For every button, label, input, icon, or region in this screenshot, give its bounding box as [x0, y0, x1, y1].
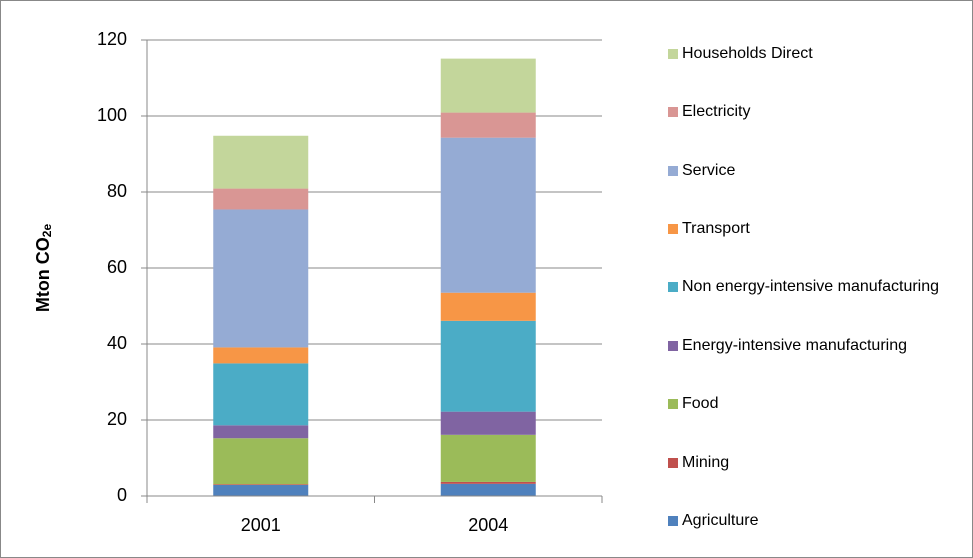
bar-segment — [440, 137, 536, 293]
legend-label: Mining — [682, 453, 730, 471]
legend-swatch — [668, 165, 678, 176]
legend-label: Transport — [682, 220, 750, 237]
legend-label: Electricity — [682, 103, 751, 121]
legend-swatch — [668, 457, 678, 468]
y-tick-label: 120 — [97, 29, 127, 49]
bar-segment — [440, 320, 536, 412]
y-tick-label: 80 — [107, 181, 127, 201]
y-tick-label: 100 — [97, 105, 127, 125]
bar-segment — [213, 484, 309, 496]
bar-segment — [213, 438, 309, 485]
y-axis-label-main: Mton CO — [33, 237, 53, 312]
y-tick-label: 40 — [107, 333, 127, 353]
legend-swatch — [668, 282, 678, 293]
legend-swatch — [668, 399, 678, 410]
bar-segment — [440, 112, 536, 138]
legend-swatch — [668, 48, 678, 59]
legend-label: Non energy-intensive manufacturing — [682, 278, 940, 296]
legend-label: Energy-intensive manufacturing — [682, 336, 908, 354]
bar-segment — [213, 484, 309, 485]
bar-segment — [213, 209, 309, 348]
bar-segment — [440, 481, 536, 484]
legend-swatch — [668, 224, 678, 234]
legend-label: Food — [682, 395, 719, 413]
y-axis-label-sub: 2e — [40, 224, 54, 238]
y-tick-label: 0 — [117, 485, 127, 505]
bar-segment — [440, 292, 536, 321]
y-tick-label: 20 — [107, 409, 127, 429]
bar-segment — [213, 425, 309, 439]
bar-segment — [213, 347, 309, 364]
bar-segment — [440, 483, 536, 496]
bar-segment — [213, 188, 309, 210]
x-tick-label: 2001 — [241, 515, 281, 535]
y-axis-label: Mton CO2e — [33, 224, 54, 313]
legend-swatch — [668, 340, 678, 351]
bar-segment — [440, 58, 536, 113]
legend-label: Service — [682, 161, 736, 179]
bar-segment — [440, 411, 536, 435]
legend-swatch — [668, 516, 678, 526]
y-tick-label: 60 — [107, 257, 127, 277]
bar-segment — [213, 135, 309, 189]
bar-segment — [440, 434, 536, 482]
bar-segment — [213, 363, 309, 426]
legend-label: Households Direct — [682, 44, 813, 62]
legend-swatch — [668, 107, 678, 118]
x-tick-label: 2004 — [468, 515, 508, 535]
legend-label: Agriculture — [682, 512, 759, 529]
